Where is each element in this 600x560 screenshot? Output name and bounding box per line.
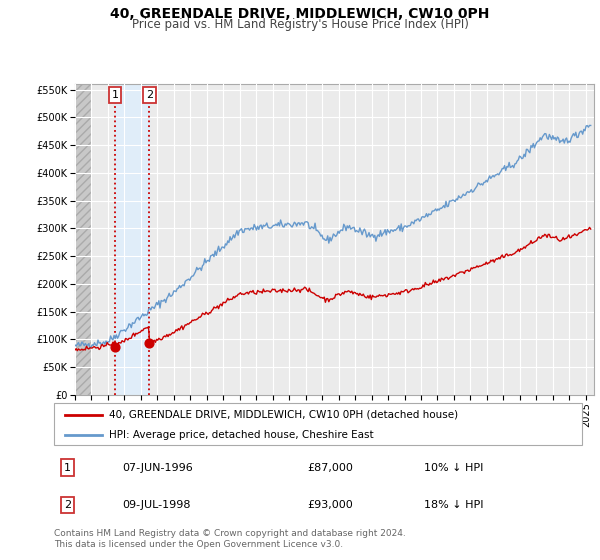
Text: Contains HM Land Registry data © Crown copyright and database right 2024.
This d: Contains HM Land Registry data © Crown c… — [54, 529, 406, 549]
Bar — [115, 84, 149, 395]
Text: 40, GREENDALE DRIVE, MIDDLEWICH, CW10 0PH: 40, GREENDALE DRIVE, MIDDLEWICH, CW10 0P… — [110, 7, 490, 21]
Text: 07-JUN-1996: 07-JUN-1996 — [122, 463, 193, 473]
Text: 1: 1 — [64, 463, 71, 473]
Text: 09-JUL-1998: 09-JUL-1998 — [122, 500, 191, 510]
Point — [145, 339, 154, 348]
Bar — [75, 84, 91, 395]
Text: 2: 2 — [146, 90, 153, 100]
Text: HPI: Average price, detached house, Cheshire East: HPI: Average price, detached house, Ches… — [109, 430, 374, 440]
Text: 40, GREENDALE DRIVE, MIDDLEWICH, CW10 0PH (detached house): 40, GREENDALE DRIVE, MIDDLEWICH, CW10 0P… — [109, 410, 458, 420]
Text: 18% ↓ HPI: 18% ↓ HPI — [424, 500, 483, 510]
Text: £87,000: £87,000 — [307, 463, 353, 473]
Point — [110, 342, 120, 351]
Text: 1: 1 — [112, 90, 119, 100]
Text: 2: 2 — [64, 500, 71, 510]
Text: £93,000: £93,000 — [307, 500, 353, 510]
Text: 10% ↓ HPI: 10% ↓ HPI — [424, 463, 483, 473]
Text: Price paid vs. HM Land Registry's House Price Index (HPI): Price paid vs. HM Land Registry's House … — [131, 18, 469, 31]
FancyBboxPatch shape — [54, 403, 582, 445]
